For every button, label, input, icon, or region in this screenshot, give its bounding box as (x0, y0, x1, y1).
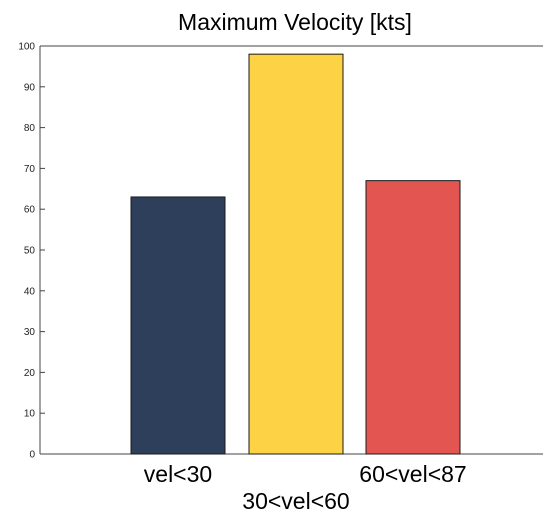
bar (130, 196, 226, 455)
chart-title: Maximum Velocity [kts] (178, 9, 412, 35)
y-axis: 0 10 20 30 40 50 60 70 80 90 100 (18, 42, 45, 461)
bar (365, 180, 461, 455)
y-tick-label: 80 (24, 123, 36, 134)
y-tick-label: 70 (24, 164, 36, 175)
y-tick-label: 60 (24, 205, 36, 216)
x-tick-label: 30<vel<60 (242, 488, 349, 514)
bars-group (130, 53, 461, 455)
bar (248, 53, 344, 455)
y-tick-label: 100 (18, 42, 35, 53)
x-tick-label: 60<vel<87 (359, 461, 466, 487)
y-tick-label: 90 (24, 82, 36, 93)
x-axis: vel<30 30<vel<60 60<vel<87 (144, 449, 467, 514)
y-tick-label: 40 (24, 286, 36, 297)
y-tick-label: 30 (24, 327, 36, 338)
y-tick-label: 20 (24, 368, 36, 379)
y-tick-label: 10 (24, 409, 36, 420)
y-tick-label: 0 (29, 450, 35, 461)
x-tick-label: vel<30 (144, 461, 212, 487)
y-tick-label: 50 (24, 246, 36, 257)
